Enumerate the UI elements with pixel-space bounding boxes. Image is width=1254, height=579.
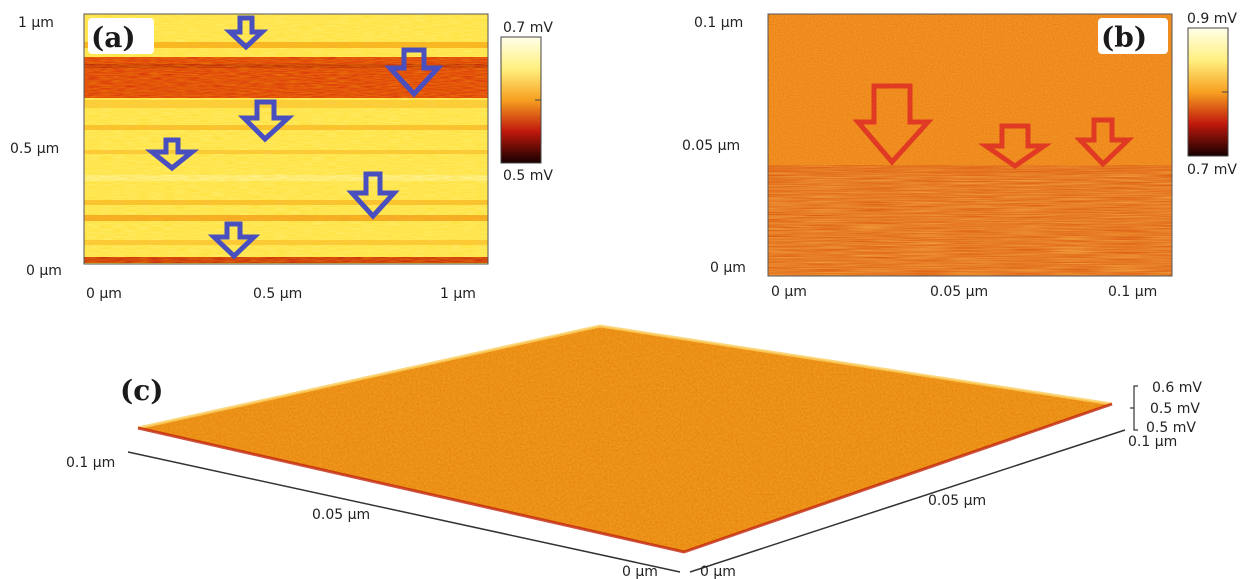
panel-a-colorbar <box>500 36 542 164</box>
panel-c-z-tick-bottom: 0.5 mV <box>1146 420 1196 436</box>
panel-a-xtick-right: 1 µm <box>440 286 476 302</box>
panel-a-ytick-top: 1 µm <box>18 15 54 31</box>
panel-b-xtick-mid: 0.05 µm <box>930 284 988 300</box>
panel-b: (b) 0.1 µm 0.05 µm 0 µm 0 µm 0.05 µm 0.1… <box>682 11 1237 300</box>
panel-b-label-bg <box>1098 18 1168 54</box>
panel-c-surface <box>137 324 1113 554</box>
panel-b-arrows <box>852 83 1135 170</box>
panel-c: (c) 0.1 µm 0.05 µm 0 µm 0 µm 0.05 µm 0.1… <box>66 324 1202 579</box>
panel-a-arrows <box>144 15 444 260</box>
panel-b-colorbar-min: 0.7 mV <box>1187 162 1237 178</box>
panel-c-left-axis-0: 0 µm <box>622 564 658 579</box>
panel-c-right-axis-0-05: 0.05 µm <box>928 493 986 509</box>
down-arrow-icon <box>237 99 295 143</box>
panel-c-z-tick-mid: 0.5 mV <box>1150 401 1200 417</box>
down-arrow-icon <box>223 15 269 51</box>
panel-a-ytick-mid: 0.5 µm <box>10 141 59 157</box>
panel-c-left-axis-0-05: 0.05 µm <box>312 507 370 523</box>
panel-b-label: (b) <box>1101 21 1147 54</box>
panel-a-image <box>83 13 489 265</box>
panel-b-image <box>767 13 1173 277</box>
down-arrow-icon <box>207 221 261 260</box>
panel-a-xtick-left: 0 µm <box>86 286 122 302</box>
panel-a-xtick-mid: 0.5 µm <box>253 286 302 302</box>
panel-b-xtick-left: 0 µm <box>771 284 807 300</box>
panel-b-colorbar-max: 0.9 mV <box>1187 11 1237 27</box>
panel-c-right-axis-0-1: 0.1 µm <box>1128 434 1177 450</box>
down-arrow-icon <box>852 83 934 166</box>
panel-c-right-axis-0: 0 µm <box>700 564 736 579</box>
panel-c-label: (c) <box>120 374 164 407</box>
panel-a-colorbar-max: 0.7 mV <box>503 20 553 36</box>
panel-c-z-tick-top: 0.6 mV <box>1152 380 1202 396</box>
down-arrow-icon <box>144 137 200 172</box>
panel-a-label: (a) <box>91 21 136 54</box>
panel-a-label-bg <box>88 18 154 54</box>
panel-b-xtick-right: 0.1 µm <box>1108 284 1157 300</box>
panel-a: (a) 1 µm 0.5 µm 0 µm 0 µm 0.5 µm 1 µm 0.… <box>10 13 553 302</box>
panel-b-ytick-mid: 0.05 µm <box>682 138 740 154</box>
down-arrow-icon <box>1074 117 1135 168</box>
down-arrow-icon <box>384 47 444 98</box>
panel-b-colorbar <box>1187 27 1229 157</box>
panel-c-left-axis-0-1: 0.1 µm <box>66 455 115 471</box>
down-arrow-icon <box>346 171 400 220</box>
panel-a-ytick-bottom: 0 µm <box>26 263 62 279</box>
panel-a-colorbar-min: 0.5 mV <box>503 168 553 184</box>
panel-b-ytick-bottom: 0 µm <box>710 260 746 276</box>
panel-b-ytick-top: 0.1 µm <box>694 15 743 31</box>
down-arrow-icon <box>977 123 1053 170</box>
